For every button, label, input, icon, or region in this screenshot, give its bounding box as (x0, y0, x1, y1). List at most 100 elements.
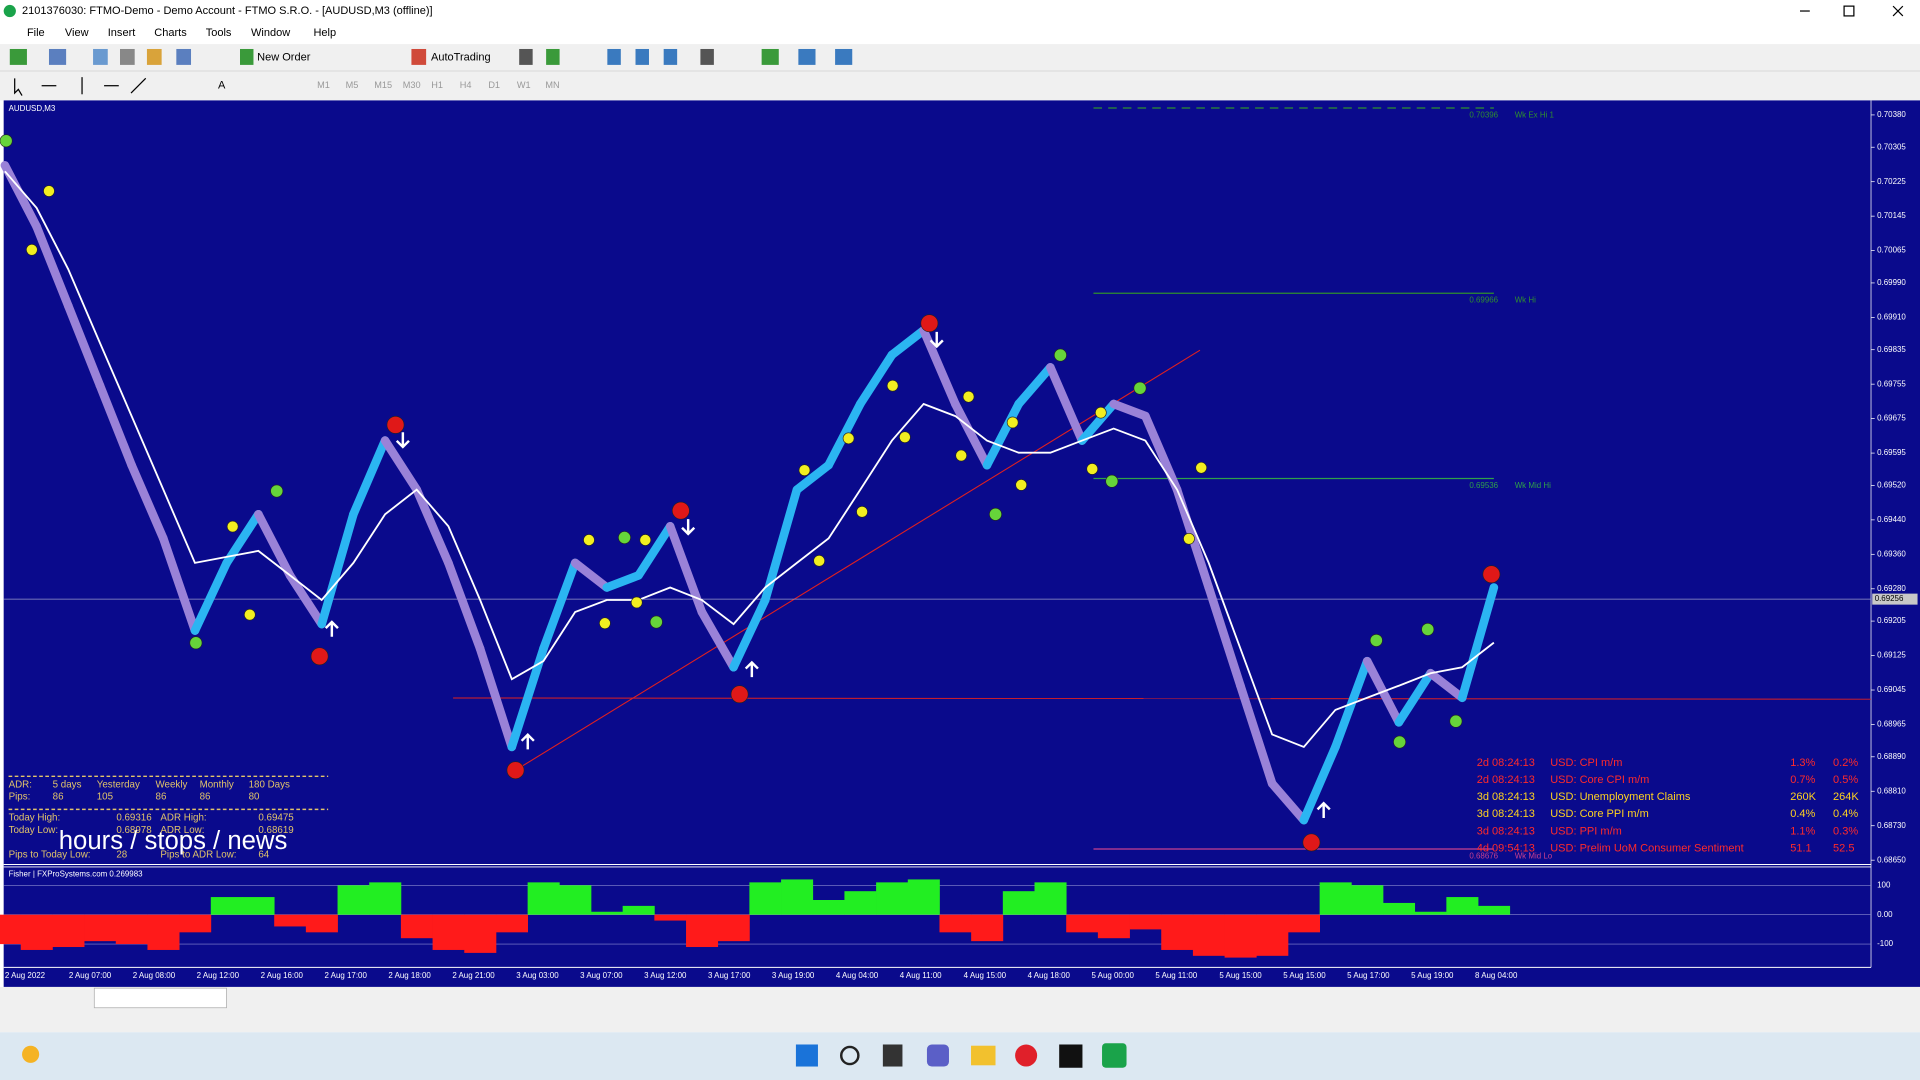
news-cell: 0.4% (1790, 808, 1815, 820)
price-segment (1109, 399, 1150, 421)
indicator-tick-label: 0.00 (1877, 910, 1893, 919)
price-segment (539, 558, 580, 653)
fisher-bar (1224, 914, 1257, 958)
price-tick-label: 0.70065 (1877, 246, 1906, 255)
fisher-bar (1129, 914, 1162, 930)
toolbar-button[interactable]: New Order (257, 51, 311, 63)
time-label: 2 Aug 07:00 (69, 971, 112, 980)
news-cell: USD: Prelim UoM Consumer Sentiment (1550, 842, 1743, 854)
time-label: 2 Aug 08:00 (133, 971, 176, 980)
timeframe-button[interactable]: H1 (431, 80, 443, 90)
time-label: 3 Aug 17:00 (708, 971, 751, 980)
timeframe-button[interactable]: M5 (346, 80, 359, 90)
timeframe-button[interactable]: W1 (517, 80, 531, 90)
time-label: 4 Aug 11:00 (900, 971, 942, 980)
level-price: 0.70396 (1469, 110, 1498, 119)
fisher-bar (432, 914, 465, 950)
fisher-bar (179, 914, 212, 933)
price-segment (1141, 411, 1182, 494)
time-label: 3 Aug 19:00 (772, 971, 815, 980)
timeframe-button[interactable]: M30 (403, 80, 421, 90)
price-tick-label: 0.69835 (1877, 345, 1906, 354)
price-tick-label: 0.69360 (1877, 549, 1906, 558)
menu-item[interactable]: Charts (154, 27, 187, 39)
menu-item[interactable]: View (65, 27, 89, 39)
menu-bar (0, 22, 1920, 45)
tab-active[interactable] (93, 987, 227, 1009)
app-icon (3, 4, 16, 18)
timeframe-button[interactable]: M15 (374, 80, 392, 90)
price-segment (159, 534, 200, 635)
price-tick-label: 0.68650 (1877, 855, 1906, 864)
toolbar-button[interactable]: AutoTrading (431, 51, 491, 63)
price-segment (63, 301, 105, 390)
fisher-bar (464, 914, 497, 953)
menu-item[interactable]: File (27, 27, 45, 39)
fisher-bar (20, 914, 53, 950)
timeframe-button[interactable]: MN (545, 80, 559, 90)
time-label: 2 Aug 12:00 (197, 971, 240, 980)
news-cell: 2d 08:24:13 (1477, 774, 1535, 786)
adr-cell: Pips to Today Low: (9, 849, 91, 860)
price-tick-label: 0.69440 (1877, 515, 1906, 524)
time-label: 5 Aug 15:00 (1219, 971, 1262, 980)
price-segment (1236, 681, 1277, 788)
news-cell: USD: PPI m/m (1550, 825, 1622, 837)
price-segment (285, 571, 326, 629)
menu-item[interactable]: Insert (108, 27, 136, 39)
time-label: 5 Aug 17:00 (1347, 971, 1390, 980)
fisher-bar (305, 914, 338, 933)
fisher-bar (1066, 914, 1099, 933)
menu-item[interactable]: Help (313, 27, 336, 39)
time-label: 8 Aug 04:00 (1475, 971, 1518, 980)
price-segment (380, 436, 422, 494)
window-controls[interactable] (1800, 5, 1904, 17)
news-cell: 0.7% (1790, 774, 1815, 786)
chart-area[interactable] (3, 100, 1920, 987)
time-label: 3 Aug 12:00 (644, 971, 687, 980)
adr-pips: 105 (97, 792, 114, 803)
fisher-bar (1319, 882, 1352, 915)
fisher-bar (1414, 911, 1447, 915)
current-price-label: 0.69256 (1875, 594, 1904, 603)
fisher-bar (971, 914, 1004, 942)
price-segment (570, 558, 612, 592)
price-segment (855, 350, 897, 409)
timeframe-button[interactable]: H4 (460, 80, 472, 90)
fisher-bar (749, 882, 782, 915)
price-segment (1267, 779, 1309, 825)
taskbar (0, 1032, 1920, 1080)
adr-header: Weekly (156, 779, 188, 790)
fisher-bar (84, 914, 117, 942)
window-title: 2101376030: FTMO-Demo - Demo Account - F… (22, 5, 433, 17)
tab-bar (0, 986, 1920, 1009)
horizontal-line (453, 697, 1872, 700)
news-cell: USD: Core CPI m/m (1550, 774, 1649, 786)
menu-item[interactable]: Window (251, 27, 290, 39)
news-cell: 264K (1833, 791, 1859, 803)
timeframe-button[interactable]: D1 (488, 80, 500, 90)
fisher-bar (654, 914, 687, 921)
price-segment (792, 460, 833, 494)
menu-item[interactable]: Tools (206, 27, 232, 39)
adr-header: 5 days (53, 779, 82, 790)
fisher-bar (1382, 902, 1416, 915)
level-name: Wk Hi (1515, 296, 1536, 305)
price-segment (697, 607, 738, 672)
adr-pips: Pips: (9, 792, 31, 803)
price-segment (951, 399, 992, 470)
price-segment (729, 595, 770, 672)
taskbar-apps[interactable] (22, 1043, 1127, 1068)
timeframe-button[interactable]: M1 (317, 80, 330, 90)
adr-header: Yesterday (97, 779, 140, 790)
price-tick-label: 0.69205 (1877, 616, 1906, 625)
price-segment (1014, 363, 1055, 409)
level-price: 0.68676 (1469, 851, 1498, 860)
fisher-bar (907, 879, 940, 915)
indicator-tick-label: -100 (1877, 939, 1893, 948)
price-segment (887, 326, 928, 360)
overlay-text: hours / stops / news (59, 827, 288, 855)
news-cell: USD: Unemployment Claims (1550, 791, 1691, 803)
news-cell: 3d 08:24:13 (1477, 791, 1535, 803)
level-name: Wk Mid Lo (1515, 851, 1553, 860)
